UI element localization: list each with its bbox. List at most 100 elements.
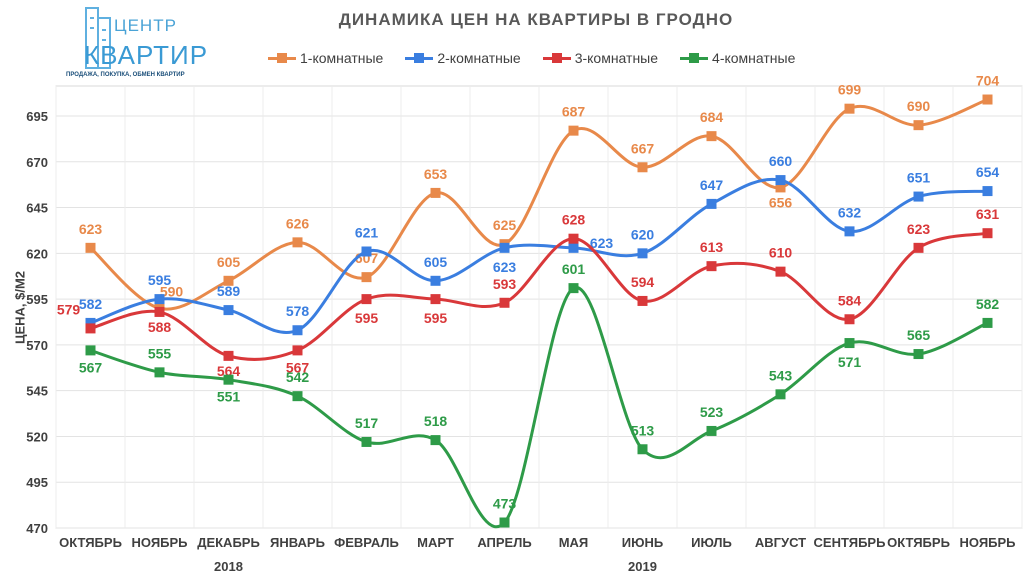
data-label: 473 — [493, 496, 517, 512]
series-4: 567 555 551 542 517 518 473 601 513 523 543 571 565 5… — [79, 261, 999, 528]
data-point — [982, 186, 993, 197]
data-label: 567 — [79, 359, 103, 375]
data-point — [913, 191, 924, 202]
x-tick-label: ЯНВАРЬ — [270, 535, 325, 550]
data-label: 593 — [493, 276, 517, 292]
y-tick-label: 520 — [26, 429, 48, 444]
x-tick-label: НОЯБРЬ — [959, 535, 1015, 550]
data-point — [361, 436, 372, 447]
x-tick-label: НОЯБРЬ — [131, 535, 187, 550]
data-label: 518 — [424, 413, 448, 429]
data-point — [85, 242, 96, 253]
data-label: 565 — [907, 327, 931, 343]
data-point — [430, 294, 441, 305]
data-point — [361, 272, 372, 283]
data-label: 595 — [355, 310, 379, 326]
legend-label: 4-комнатные — [712, 50, 796, 66]
data-label: 690 — [907, 98, 931, 114]
y-tick-label: 620 — [26, 246, 48, 261]
logo-tagline: ПРОДАЖА, ПОКУПКА, ОБМЕН КВАРТИР — [66, 72, 185, 78]
legend-item: 1-комнатные — [268, 50, 383, 66]
data-label: 687 — [562, 104, 586, 120]
legend-label: 1-комнатные — [300, 50, 384, 66]
data-label: 704 — [976, 73, 1000, 89]
company-logo: ЦЕНТР КВАРТИР ПРОДАЖА, ПОКУПКА, ОБМЕН КВ… — [62, 2, 207, 86]
data-point — [775, 175, 786, 186]
data-label: 626 — [286, 215, 310, 231]
x-tick-label: СЕНТЯБРЬ — [814, 535, 886, 550]
data-label: 590 — [160, 283, 184, 299]
data-point — [85, 317, 96, 328]
data-point — [982, 228, 993, 239]
data-point — [775, 389, 786, 400]
data-point — [85, 345, 96, 356]
data-label: 651 — [907, 170, 931, 186]
data-point — [430, 187, 441, 198]
data-label: 623 — [493, 259, 517, 275]
data-point — [637, 444, 648, 455]
series-line — [89, 98, 989, 311]
data-point — [361, 294, 372, 305]
legend-item: 4-комнатные — [680, 50, 795, 66]
data-label: 623 — [590, 235, 614, 251]
y-tick-label: 470 — [26, 521, 48, 536]
series-2: 582 595 589 578 621 605 623 623 620 647 660 632 651 6… — [79, 153, 999, 336]
data-point — [223, 275, 234, 286]
data-point — [913, 349, 924, 360]
data-point — [154, 294, 165, 305]
legend-swatch — [268, 53, 296, 63]
data-point — [568, 283, 579, 294]
data-label: 605 — [424, 254, 448, 270]
data-point — [154, 367, 165, 378]
x-tick-label: ИЮЛЬ — [691, 535, 732, 550]
data-point — [154, 306, 165, 317]
x-tick-label: АПРЕЛЬ — [477, 535, 531, 550]
data-label: 542 — [286, 369, 310, 385]
data-label: 647 — [700, 177, 724, 193]
data-point — [499, 297, 510, 308]
x-tick-label: ДЕКАБРЬ — [197, 535, 260, 550]
x-tick-label: МАРТ — [417, 535, 454, 550]
data-point — [982, 94, 993, 105]
data-label: 584 — [838, 292, 862, 308]
legend-swatch — [542, 53, 571, 63]
data-label: 623 — [79, 221, 103, 237]
data-label: 610 — [769, 245, 793, 261]
data-label: 620 — [631, 226, 655, 242]
data-point — [844, 103, 855, 114]
data-label: 582 — [79, 296, 103, 312]
x-tick-label: ОКТЯБРЬ — [59, 535, 122, 550]
chart-legend: 1-комнатные 2-комнатные 3-комнатные 4-комна… — [268, 50, 795, 66]
data-point — [292, 325, 303, 336]
data-point — [223, 305, 234, 316]
data-point — [361, 246, 372, 257]
data-point — [499, 517, 510, 528]
y-tick-label: 495 — [26, 475, 48, 490]
chart-title: ДИНАМИКА ЦЕН НА КВАРТИРЫ В ГРОДНО — [338, 10, 734, 29]
legend-label: 3-комнатные — [574, 50, 659, 66]
data-point — [637, 162, 648, 173]
data-point — [292, 345, 303, 356]
data-label: 595 — [424, 310, 448, 326]
y-tick-label: 645 — [26, 201, 48, 216]
data-label: 517 — [355, 415, 379, 431]
data-label: 621 — [355, 225, 379, 241]
x-tick-label: МАЯ — [559, 535, 589, 550]
data-point — [706, 425, 717, 436]
data-point — [706, 198, 717, 209]
y-tick-label: 670 — [26, 155, 48, 170]
logo-line2: КВАРТИР — [84, 40, 209, 70]
data-label: 660 — [769, 153, 793, 169]
data-label: 631 — [976, 206, 1000, 222]
data-point — [85, 323, 96, 334]
data-point — [292, 237, 303, 248]
data-label: 613 — [700, 239, 724, 255]
data-point — [844, 314, 855, 325]
y-tick-label: 545 — [26, 384, 48, 399]
data-label: 625 — [493, 217, 517, 233]
data-label: 667 — [631, 140, 655, 156]
data-point — [844, 226, 855, 237]
y-tick-label: 695 — [26, 109, 48, 124]
data-point — [706, 131, 717, 142]
